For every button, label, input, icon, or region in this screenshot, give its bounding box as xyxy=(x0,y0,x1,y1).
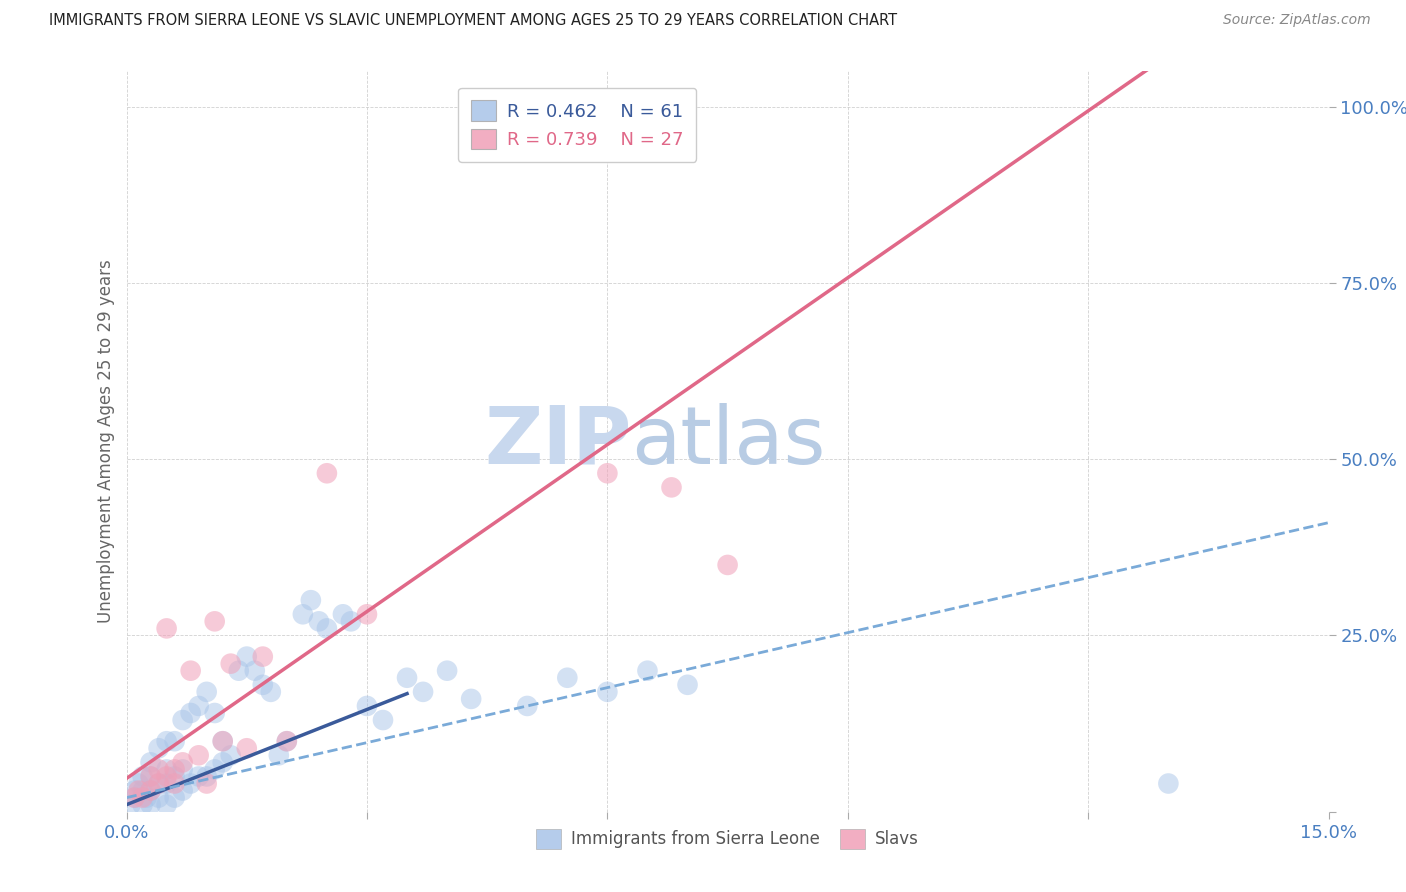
Point xyxy=(276,734,298,748)
Point xyxy=(195,776,218,790)
Point xyxy=(315,467,337,481)
Point xyxy=(163,776,186,790)
Point xyxy=(716,558,740,572)
Point xyxy=(187,748,209,763)
Text: atlas: atlas xyxy=(631,402,825,481)
Point xyxy=(148,763,170,777)
Point xyxy=(131,797,153,812)
Point xyxy=(267,748,290,763)
Point xyxy=(139,783,162,797)
Point xyxy=(636,664,658,678)
Point xyxy=(299,593,322,607)
Text: Source: ZipAtlas.com: Source: ZipAtlas.com xyxy=(1223,13,1371,28)
Point xyxy=(172,763,194,777)
Point xyxy=(155,763,177,777)
Point xyxy=(180,664,202,678)
Point xyxy=(211,734,233,748)
Point xyxy=(252,678,274,692)
Point xyxy=(172,783,194,797)
Point xyxy=(155,769,177,783)
Point xyxy=(155,734,177,748)
Point xyxy=(235,649,259,664)
Point xyxy=(172,756,194,770)
Point xyxy=(204,706,226,720)
Point xyxy=(139,756,162,770)
Point xyxy=(124,790,146,805)
Point xyxy=(219,657,242,671)
Point xyxy=(396,671,419,685)
Point xyxy=(180,776,202,790)
Point xyxy=(308,615,330,629)
Point xyxy=(260,685,283,699)
Point xyxy=(516,698,538,713)
Point xyxy=(163,734,186,748)
Point xyxy=(187,698,209,713)
Point xyxy=(235,741,259,756)
Point xyxy=(172,713,194,727)
Point xyxy=(139,769,162,783)
Point xyxy=(620,100,643,114)
Point xyxy=(163,790,186,805)
Point xyxy=(276,734,298,748)
Point xyxy=(148,741,170,756)
Point xyxy=(332,607,354,622)
Point xyxy=(155,797,177,812)
Point xyxy=(148,790,170,805)
Point xyxy=(356,698,378,713)
Point xyxy=(1157,776,1180,790)
Point xyxy=(460,692,482,706)
Y-axis label: Unemployment Among Ages 25 to 29 years: Unemployment Among Ages 25 to 29 years xyxy=(97,260,115,624)
Point xyxy=(211,734,233,748)
Point xyxy=(155,621,177,635)
Point xyxy=(195,685,218,699)
Point xyxy=(243,664,266,678)
Point xyxy=(180,706,202,720)
Point xyxy=(356,607,378,622)
Point xyxy=(596,685,619,699)
Point xyxy=(195,769,218,783)
Point xyxy=(371,713,394,727)
Point xyxy=(557,671,579,685)
Point xyxy=(131,790,153,805)
Point xyxy=(163,769,186,783)
Point xyxy=(124,790,146,805)
Point xyxy=(155,776,177,790)
Point xyxy=(148,776,170,790)
Point xyxy=(211,756,233,770)
Point xyxy=(596,467,619,481)
Point xyxy=(204,763,226,777)
Point xyxy=(128,776,150,790)
Point xyxy=(436,664,458,678)
Text: ZIP: ZIP xyxy=(484,402,631,481)
Point xyxy=(135,790,157,805)
Legend: Immigrants from Sierra Leone, Slavs: Immigrants from Sierra Leone, Slavs xyxy=(526,819,929,859)
Point xyxy=(131,769,153,783)
Point xyxy=(187,769,209,783)
Point xyxy=(412,685,434,699)
Point xyxy=(204,615,226,629)
Point xyxy=(120,797,142,812)
Point xyxy=(291,607,314,622)
Point xyxy=(228,664,250,678)
Point xyxy=(219,748,242,763)
Text: IMMIGRANTS FROM SIERRA LEONE VS SLAVIC UNEMPLOYMENT AMONG AGES 25 TO 29 YEARS CO: IMMIGRANTS FROM SIERRA LEONE VS SLAVIC U… xyxy=(49,13,897,29)
Point xyxy=(148,776,170,790)
Point xyxy=(252,649,274,664)
Point xyxy=(163,763,186,777)
Point xyxy=(661,480,683,494)
Point xyxy=(131,783,153,797)
Point xyxy=(139,783,162,797)
Point xyxy=(124,783,146,797)
Point xyxy=(676,678,699,692)
Point xyxy=(340,615,363,629)
Point xyxy=(139,797,162,812)
Point xyxy=(139,769,162,783)
Point xyxy=(128,783,150,797)
Point xyxy=(315,621,337,635)
